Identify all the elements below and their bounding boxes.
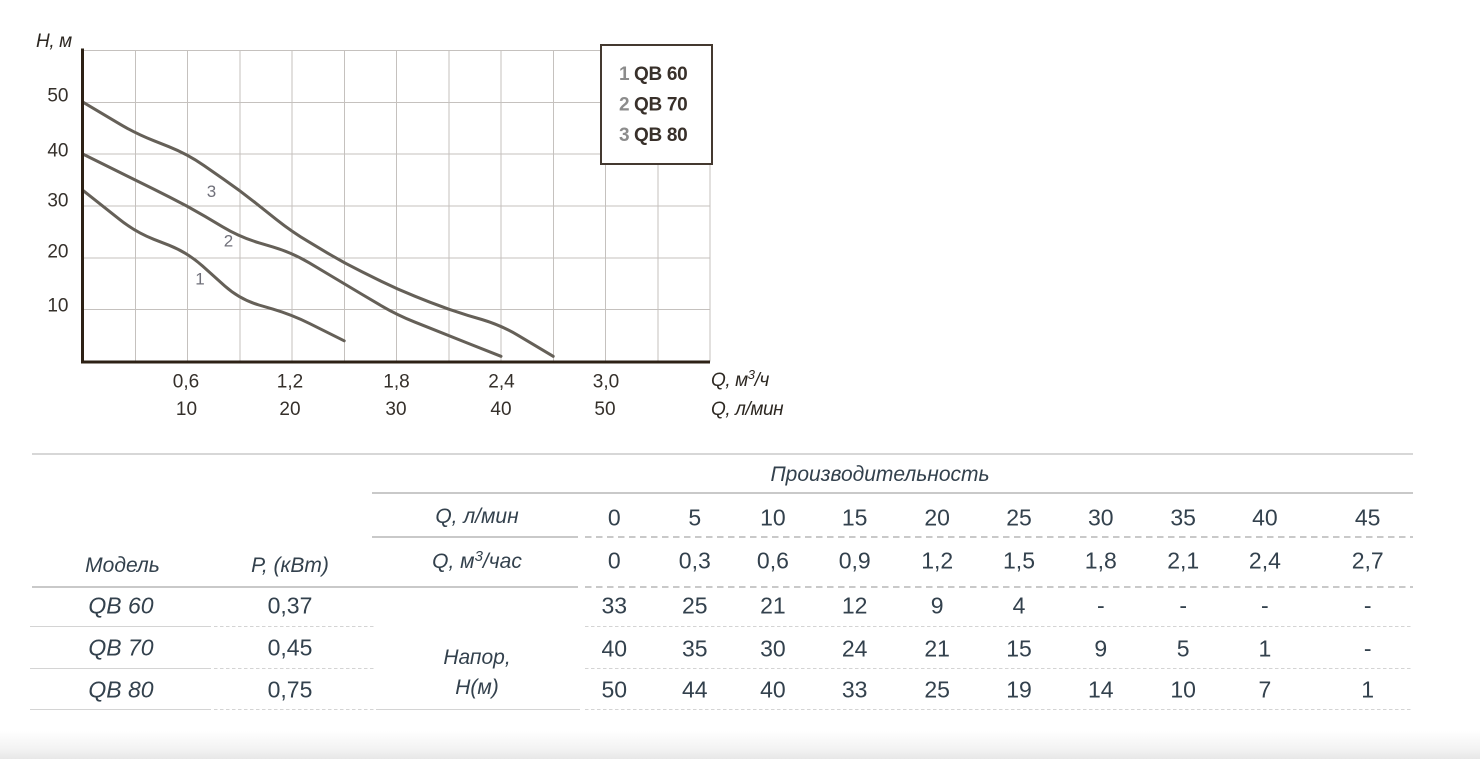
svg-text:1,8: 1,8 xyxy=(383,372,409,393)
svg-text:30: 30 xyxy=(385,399,406,420)
svg-text:QB 60: QB 60 xyxy=(634,64,687,85)
svg-text:1,2: 1,2 xyxy=(277,372,303,393)
svg-text:10: 10 xyxy=(47,296,68,317)
svg-text:Q, м3/ч: Q, м3/ч xyxy=(711,367,769,391)
svg-text:2: 2 xyxy=(224,232,233,251)
svg-text:50: 50 xyxy=(47,86,68,107)
svg-text:1: 1 xyxy=(619,64,630,85)
svg-text:50: 50 xyxy=(594,399,615,420)
svg-text:2: 2 xyxy=(619,95,629,116)
svg-text:30: 30 xyxy=(47,191,68,212)
svg-text:2,4: 2,4 xyxy=(488,372,515,393)
svg-text:Q, л/мин: Q, л/мин xyxy=(711,399,784,420)
svg-text:1: 1 xyxy=(195,270,204,289)
svg-text:10: 10 xyxy=(176,399,197,420)
svg-text:QB 80: QB 80 xyxy=(634,125,687,146)
svg-text:3,0: 3,0 xyxy=(593,372,619,393)
svg-text:40: 40 xyxy=(47,141,68,162)
svg-text:Н, м: Н, м xyxy=(36,31,72,52)
svg-text:20: 20 xyxy=(279,399,300,420)
svg-text:40: 40 xyxy=(490,399,511,420)
svg-text:3: 3 xyxy=(619,125,629,146)
svg-text:20: 20 xyxy=(47,242,68,263)
svg-text:0,6: 0,6 xyxy=(173,372,199,393)
svg-text:QB 70: QB 70 xyxy=(634,95,687,116)
svg-text:3: 3 xyxy=(207,182,216,201)
